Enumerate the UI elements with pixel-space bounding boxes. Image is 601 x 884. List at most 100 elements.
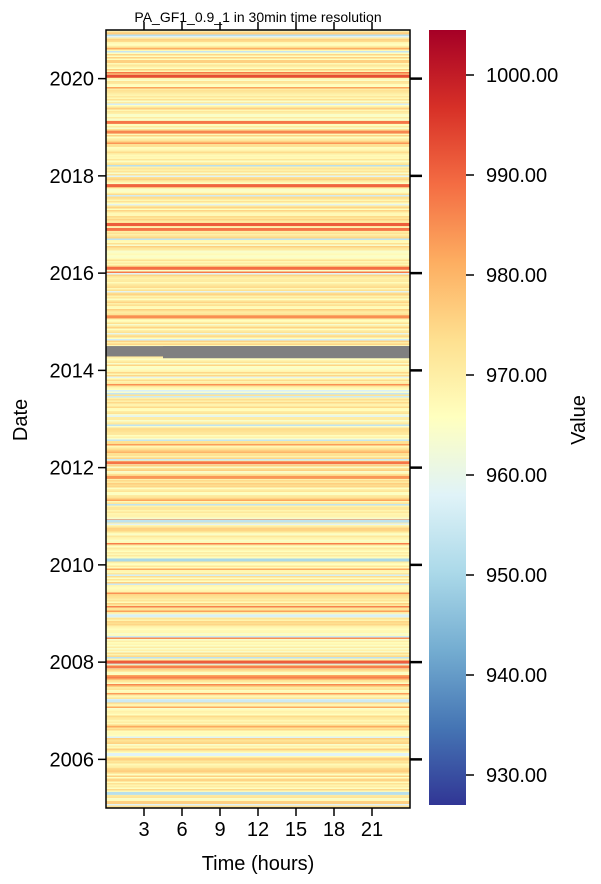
heatmap-row: [106, 798, 410, 800]
heatmap-cells: [106, 30, 410, 808]
heatmap-row: [106, 648, 410, 650]
heatmap-row: [106, 192, 410, 194]
heatmap-row: [106, 604, 410, 607]
heatmap-row: [106, 720, 410, 722]
heatmap-row: [106, 103, 410, 106]
heatmap-row: [106, 787, 410, 790]
heatmap-row: [106, 526, 410, 529]
heatmap-row: [106, 562, 410, 565]
heatmap-row: [106, 618, 410, 620]
heatmap-row: [106, 106, 410, 109]
heatmap-row: [106, 579, 410, 581]
heatmap-row: [106, 46, 410, 49]
heatmap-row-highlight: [106, 266, 410, 270]
heatmap-row-highlight: [106, 699, 410, 703]
colorbar-label: Value: [568, 395, 590, 445]
heatmap-row: [106, 655, 410, 658]
heatmap-row: [106, 537, 410, 539]
heatmap-row: [106, 741, 410, 743]
heatmap-row: [106, 768, 410, 770]
heatmap-row: [106, 706, 410, 709]
heatmap-row: [106, 531, 410, 533]
heatmap-row: [106, 234, 410, 236]
heatmap-row: [106, 420, 410, 422]
heatmap-row: [106, 525, 410, 527]
y-tick-label: 2020: [50, 69, 95, 91]
heatmap-row: [106, 82, 410, 85]
heatmap-row: [106, 262, 410, 265]
heatmap-row: [106, 211, 410, 214]
heatmap-row: [106, 364, 410, 367]
heatmap-row: [106, 478, 410, 481]
heatmap-row: [106, 222, 410, 224]
y-axis: 2006 2008 2010 2012 2014 2016 2018 2020: [50, 69, 422, 771]
heatmap-row: [106, 237, 410, 239]
heatmap-row-highlight: [106, 791, 410, 795]
heatmap-row: [106, 538, 410, 541]
heatmap-row: [106, 63, 410, 65]
heatmap-row: [106, 603, 410, 605]
heatmap-row: [106, 517, 410, 520]
heatmap-row: [106, 597, 410, 599]
heatmap-row: [106, 247, 410, 250]
colorbar-tick-label: 980.00: [486, 265, 547, 287]
y-tick-label: 2016: [50, 263, 95, 285]
heatmap-row: [106, 760, 410, 763]
heatmap-row: [106, 370, 410, 373]
heatmap-row: [106, 111, 410, 113]
heatmap-row: [106, 696, 410, 698]
heatmap-row: [106, 336, 410, 338]
heatmap-row: [106, 796, 410, 799]
heatmap-row: [106, 750, 410, 752]
heatmap-row: [106, 564, 410, 566]
heatmap-row: [106, 549, 410, 551]
heatmap-row: [106, 129, 410, 131]
x-tick-label: 9: [214, 819, 225, 841]
heatmap-row: [106, 340, 410, 343]
x-tick-label: 18: [323, 819, 345, 841]
heatmap-row: [106, 585, 410, 587]
heatmap-row: [106, 114, 410, 116]
heatmap-row: [106, 465, 410, 467]
heatmap-row: [106, 576, 410, 578]
heatmap-row: [106, 45, 410, 47]
heatmap-row: [106, 343, 410, 346]
heatmap-row: [106, 801, 410, 803]
heatmap-row: [106, 306, 410, 308]
heatmap-row: [106, 640, 410, 643]
heatmap-row: [106, 313, 410, 316]
heatmap-row: [106, 685, 410, 688]
heatmap-row: [106, 448, 410, 451]
heatmap-row: [106, 495, 410, 497]
heatmap-row: [106, 762, 410, 764]
y-tick-label: 2012: [50, 458, 95, 480]
heatmap-row: [106, 282, 410, 284]
heatmap-row: [106, 273, 410, 275]
heatmap-row: [106, 153, 410, 155]
heatmap-row: [106, 441, 410, 443]
heatmap-row: [106, 510, 410, 512]
heatmap-row: [106, 724, 410, 727]
heatmap-row: [106, 529, 410, 532]
heatmap-row: [106, 51, 410, 53]
heatmap-row: [106, 259, 410, 262]
heatmap-row: [106, 141, 410, 143]
heatmap-row: [106, 358, 410, 361]
heatmap-row: [106, 766, 410, 769]
heatmap-row: [106, 609, 410, 611]
heatmap-row: [106, 664, 410, 667]
heatmap-row: [106, 363, 410, 365]
heatmap-row: [106, 630, 410, 632]
heatmap-row: [106, 48, 410, 50]
heatmap-row: [106, 570, 410, 572]
heatmap-row: [106, 598, 410, 601]
heatmap-row: [106, 196, 410, 199]
heatmap-row: [106, 337, 410, 340]
heatmap-row: [106, 180, 410, 182]
heatmap-row: [106, 775, 410, 778]
heatmap-row: [106, 202, 410, 205]
heatmap-row: [106, 291, 410, 293]
heatmap-row: [106, 427, 410, 430]
heatmap-row: [106, 639, 410, 641]
heatmap-row: [106, 322, 410, 325]
